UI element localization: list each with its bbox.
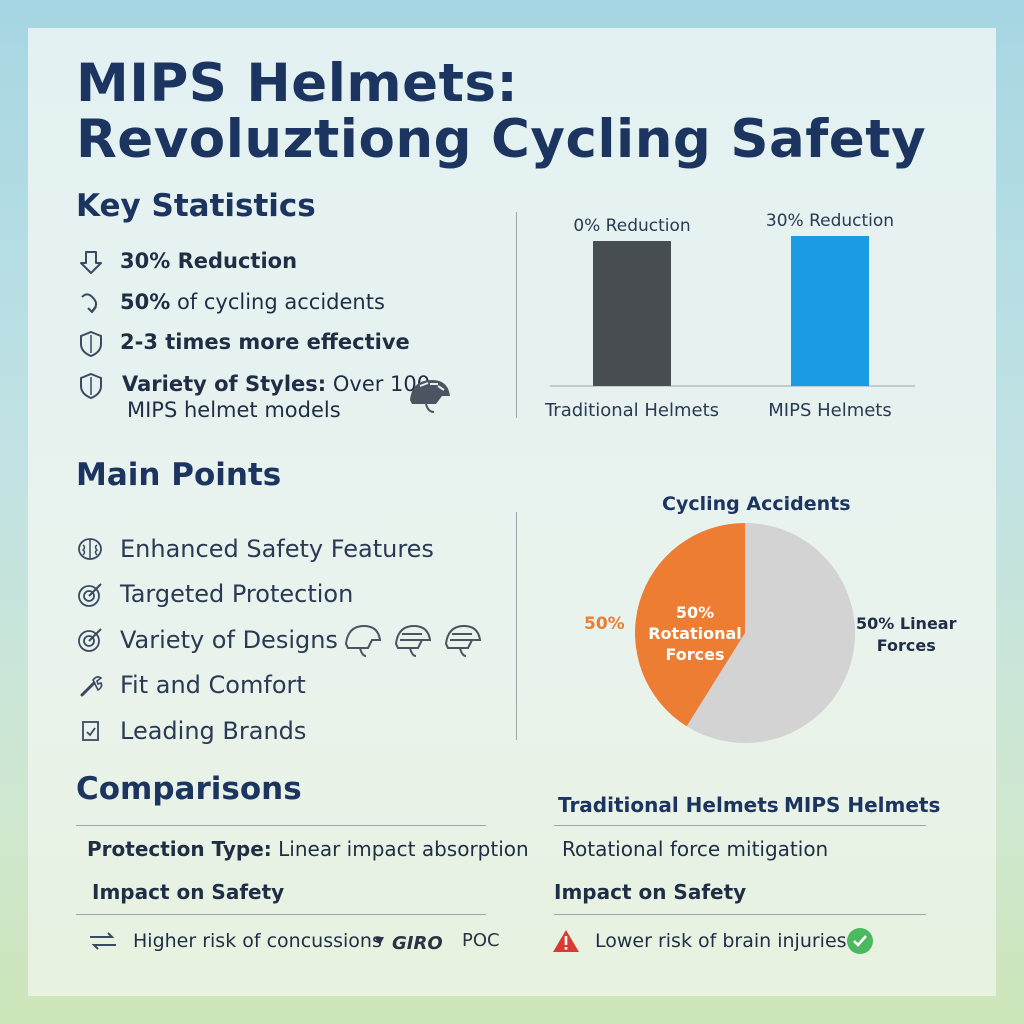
- giro-logo-text: GIRO: [392, 933, 443, 954]
- bar-chart-svg: 0% Reduction Traditional Helmets 30% Reduc…: [544, 211, 915, 421]
- page-title-line2: Revoluztiong Cycling Safety: [76, 109, 927, 170]
- main-point-fit: Fit and Comfort: [120, 671, 306, 699]
- poc-logo: POC: [462, 930, 500, 951]
- stat-accidents: 50% of cycling accidents: [120, 290, 385, 314]
- pie-label-outside-rotational: 50%: [584, 614, 625, 634]
- swap-arrows-icon: [88, 930, 118, 952]
- page-title-line1: MIPS Helmets:: [76, 53, 519, 114]
- giro-logo-mark: [374, 937, 384, 945]
- helmet-icons-row: [342, 620, 488, 660]
- infographic-card: [28, 28, 996, 996]
- divider-left-1: [76, 825, 486, 826]
- divider-left-2: [76, 914, 486, 915]
- protection-type-mips: Rotational force mitigation: [562, 837, 829, 861]
- helmet-icon: [406, 374, 452, 414]
- bar-category-label: MIPS Helmets: [768, 400, 892, 421]
- col-header-traditional: Traditional Helmets: [558, 793, 779, 817]
- main-points-heading: Main Points: [76, 457, 282, 493]
- main-point-protection: Targeted Protection: [120, 580, 354, 608]
- impact-label-right: Impact on Safety: [554, 880, 747, 904]
- pie-label-inside-rotational: 50% Rotational Forces: [648, 603, 742, 664]
- protection-type-traditional: Protection Type: Linear impact absorptio…: [87, 837, 529, 861]
- rotate-arrow-icon: [76, 289, 106, 319]
- pie-slice-linear: [686, 523, 855, 743]
- check-circle-icon: [846, 927, 874, 955]
- impact-traditional: Higher risk of concussions: [133, 930, 382, 952]
- impact-label-left: Impact on Safety: [92, 880, 285, 904]
- bar-data-label: 30% Reduction: [766, 211, 894, 231]
- divider-right-1: [554, 825, 926, 826]
- main-point-designs: Variety of Designs: [120, 626, 338, 654]
- bar-data-label: 0% Reduction: [573, 216, 690, 236]
- divider-vertical-bottom: [516, 512, 517, 740]
- comparisons-heading: Comparisons: [76, 771, 302, 807]
- col-header-mips: MIPS Helmets: [784, 793, 941, 817]
- stat-effective: 2-3 times more effective: [120, 330, 410, 354]
- wrench-icon: [78, 673, 104, 699]
- pie-slice-rotational: [635, 523, 745, 727]
- bar-category-label: Traditional Helmets: [544, 400, 719, 421]
- target-icon: [77, 582, 103, 608]
- shield-icon: [76, 371, 106, 401]
- stat-reduction: 30% Reduction: [120, 249, 298, 273]
- pie-chart: [635, 523, 855, 743]
- brain-icon: [77, 536, 103, 562]
- badge-icon: [80, 719, 102, 743]
- impact-mips: Lower risk of brain injuries: [595, 930, 847, 952]
- pie-chart-title: Cycling Accidents: [662, 493, 851, 515]
- pie-label-linear: 50% Linear Forces: [856, 614, 957, 655]
- bar-chart: 0% Reduction Traditional Helmets 30% Reduc…: [540, 200, 920, 430]
- divider-right-2: [554, 914, 926, 915]
- stat-variety-line2: MIPS helmet models: [127, 398, 341, 422]
- shield-icon: [76, 329, 106, 359]
- arrow-down-icon: [76, 248, 106, 278]
- warning-icon: [552, 928, 580, 954]
- divider-vertical-top: [516, 212, 517, 418]
- main-point-safety: Enhanced Safety Features: [120, 535, 434, 563]
- giro-logo: GIRO: [372, 933, 452, 958]
- key-statistics-heading: Key Statistics: [76, 188, 316, 224]
- bar-mips: [791, 236, 869, 386]
- target-icon: [77, 627, 103, 653]
- bar-traditional: [593, 241, 671, 386]
- main-point-brands: Leading Brands: [120, 717, 307, 745]
- stat-variety: Variety of Styles: Over 100: [122, 372, 431, 396]
